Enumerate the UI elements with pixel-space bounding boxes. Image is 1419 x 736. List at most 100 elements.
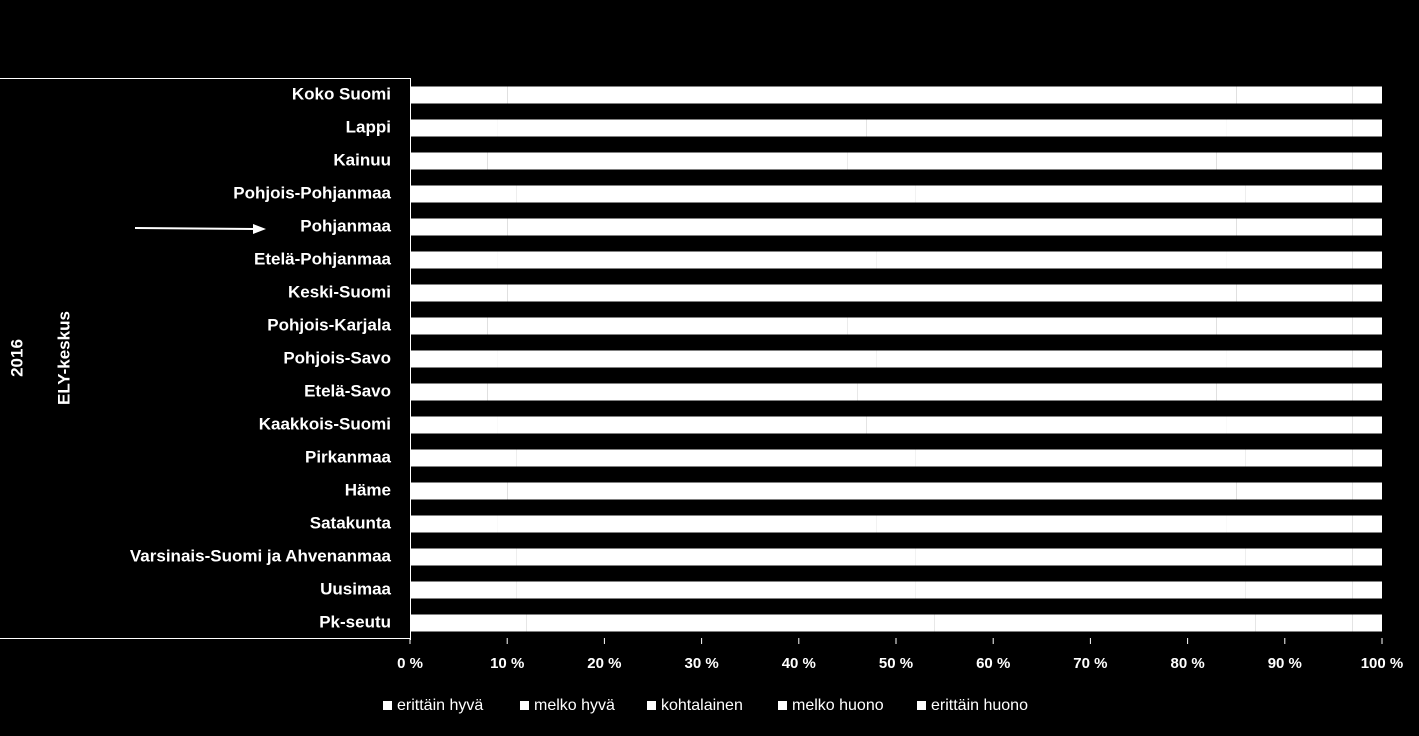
bar-segment [1226,251,1353,269]
bar-segment [410,185,517,203]
bar-segment [497,350,877,368]
bar-segment [1352,284,1382,302]
x-tick-label: 0 % [397,655,423,672]
y-tick-label: Koko Suomi [292,84,391,103]
y-tick-label: Kaakkois-Suomi [259,414,391,433]
bar-segment [1352,548,1382,566]
y-tick-label: Keski-Suomi [288,282,391,301]
legend-label: erittäin huono [931,697,1028,714]
bar-segment [410,284,508,302]
y-tick-label: Satakunta [310,513,392,532]
y-tick-label: Lappi [346,117,391,136]
y-tick-label: Pohjois-Savo [283,348,391,367]
bar-segment [934,614,1256,632]
bar-segment [487,383,858,401]
bar-segment [1352,416,1382,434]
y-tick-label: Etelä-Savo [304,381,391,400]
bar-segment [866,119,1227,137]
bar-segment [876,515,1227,533]
x-tick-label: 10 % [490,655,524,672]
x-tick-label: 90 % [1268,655,1302,672]
bar-segment [507,86,896,104]
x-tick-label: 70 % [1073,655,1107,672]
legend-marker [520,701,529,710]
bar-segment [1236,284,1353,302]
bar-segment [410,383,488,401]
y-tick-label: Pirkanmaa [305,447,392,466]
bar-segment [1245,185,1353,203]
bar-segment [1216,383,1353,401]
bar-segment [896,86,1237,104]
bar-segment [1352,581,1382,599]
bar-segment [1352,383,1382,401]
bar-segment [1245,449,1353,467]
bar-segment [410,317,488,335]
bar-segment [1352,152,1382,170]
year-label: 2016 [7,339,26,377]
bar-segment [507,482,896,500]
bar-segment [516,449,916,467]
bar-segment [507,218,896,236]
bar-segment [497,416,867,434]
bar-segment [1352,350,1382,368]
bar-segment [1226,119,1353,137]
bar-segment [1352,251,1382,269]
y-tick-label: Uusimaa [320,579,391,598]
bar-segment [1226,515,1353,533]
x-tick-label: 30 % [684,655,718,672]
bar-segment [847,317,1217,335]
bar-segment [1352,185,1382,203]
bar-segment [896,482,1237,500]
bar-segment [516,185,916,203]
bar-segment [847,152,1217,170]
bar-segment [410,218,508,236]
legend-marker [647,701,656,710]
bar-segment [516,548,916,566]
y-tick-label: Etelä-Pohjanmaa [254,249,392,268]
bar-segment [857,383,1217,401]
y-tick-label: Varsinais-Suomi ja Ahvenanmaa [130,546,392,565]
bar-segment [410,416,498,434]
bar-segment [410,152,488,170]
legend-marker [383,701,392,710]
y-axis-label: ELY-keskus [54,311,73,405]
bar-segment [487,317,848,335]
arrow [134,224,266,234]
bar-segment [1226,416,1353,434]
bar-segment [1352,482,1382,500]
bar-segment [410,548,517,566]
bar-segment [1352,449,1382,467]
bar-segment [410,581,517,599]
y-tick-label: Pk-seutu [319,612,391,631]
legend-label: erittäin hyvä [397,697,483,714]
bar-segment [1352,86,1382,104]
bar-segment [410,350,498,368]
bar-segment [410,614,527,632]
bar-segment [507,284,896,302]
bar-segment [876,251,1227,269]
bar-segment [1352,614,1382,632]
bar-segment [487,152,848,170]
bar-segment [915,449,1246,467]
bar-segment [1352,317,1382,335]
y-tick-label: Pohjanmaa [300,216,391,235]
bar-segment [1216,317,1353,335]
bar-segment [526,614,935,632]
bar-segment [866,416,1227,434]
bar-segment [1226,350,1353,368]
y-tick-label: Pohjois-Karjala [267,315,391,334]
bar-segment [410,449,517,467]
bar-segment [497,515,877,533]
bar-segment [1245,548,1353,566]
y-tick-label: Häme [345,480,391,499]
bar-segment [1216,152,1353,170]
legend-marker [917,701,926,710]
bar-segment [410,86,508,104]
bar-segment [410,119,498,137]
bar-segment [896,284,1237,302]
bar-segment [516,581,916,599]
x-tick-label: 100 % [1361,655,1404,672]
x-tick-label: 20 % [587,655,621,672]
x-tick-label: 50 % [879,655,913,672]
